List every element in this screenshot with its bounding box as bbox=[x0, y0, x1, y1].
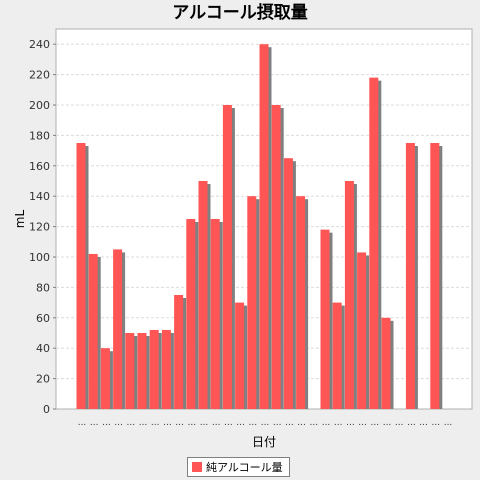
x-tick-label: ... bbox=[407, 418, 416, 428]
y-tick-label: 220 bbox=[29, 69, 50, 82]
bar bbox=[247, 196, 257, 409]
y-tick-label: 180 bbox=[29, 129, 50, 142]
legend: 純アルコール量 bbox=[187, 457, 290, 477]
x-tick-label: ... bbox=[334, 418, 343, 428]
bar bbox=[198, 181, 208, 409]
bar bbox=[332, 302, 342, 409]
x-tick-label: ... bbox=[114, 418, 123, 428]
y-tick-label: 140 bbox=[29, 190, 50, 203]
x-tick-label: ... bbox=[212, 418, 221, 428]
x-tick-label: ... bbox=[310, 418, 319, 428]
legend-swatch bbox=[192, 462, 202, 472]
bar bbox=[113, 249, 123, 409]
x-tick-label: ... bbox=[236, 418, 245, 428]
x-tick-label: ... bbox=[322, 418, 331, 428]
x-tick-label: ... bbox=[383, 418, 392, 428]
x-tick-label: ... bbox=[139, 418, 148, 428]
x-tick-label: ... bbox=[78, 418, 87, 428]
bar bbox=[381, 317, 391, 409]
bar bbox=[88, 253, 98, 409]
x-tick-label: ... bbox=[175, 418, 184, 428]
y-tick-label: 20 bbox=[36, 373, 50, 386]
bar bbox=[161, 329, 171, 409]
bar bbox=[174, 295, 184, 409]
bar bbox=[320, 229, 330, 409]
x-tick-label: ... bbox=[371, 418, 380, 428]
bar bbox=[125, 333, 135, 409]
x-tick-label: ... bbox=[285, 418, 294, 428]
y-tick-label: 120 bbox=[29, 221, 50, 234]
y-tick-label: 160 bbox=[29, 160, 50, 173]
bar bbox=[259, 44, 269, 409]
x-tick-label: ... bbox=[163, 418, 172, 428]
x-tick-label: ... bbox=[151, 418, 160, 428]
chart-title: アルコール摂取量 bbox=[172, 3, 308, 23]
bar bbox=[76, 143, 86, 409]
x-tick-label: ... bbox=[444, 418, 453, 428]
x-tick-label: ... bbox=[273, 418, 282, 428]
x-tick-label: ... bbox=[249, 418, 258, 428]
y-tick-label: 100 bbox=[29, 251, 50, 264]
x-tick-label: ... bbox=[102, 418, 111, 428]
bar bbox=[186, 219, 196, 409]
x-tick-label: ... bbox=[297, 418, 306, 428]
x-tick-label: ... bbox=[419, 418, 428, 428]
x-axis-label: 日付 bbox=[252, 435, 276, 449]
bar bbox=[149, 329, 159, 409]
y-tick-label: 80 bbox=[36, 281, 50, 294]
x-tick-label: ... bbox=[432, 418, 441, 428]
y-tick-label: 0 bbox=[43, 403, 50, 416]
legend-label: 純アルコール量 bbox=[206, 461, 283, 474]
bar bbox=[100, 348, 110, 409]
x-tick-label: ... bbox=[395, 418, 404, 428]
bar bbox=[344, 181, 354, 409]
y-tick-label: 60 bbox=[36, 312, 50, 325]
y-tick-label: 40 bbox=[36, 342, 50, 355]
x-tick-label: ... bbox=[200, 418, 209, 428]
bar bbox=[235, 302, 245, 409]
x-tick-label: ... bbox=[188, 418, 197, 428]
bar bbox=[210, 219, 220, 409]
y-tick-label: 240 bbox=[29, 38, 50, 51]
x-tick-label: ... bbox=[224, 418, 233, 428]
bar bbox=[296, 196, 306, 409]
bar bbox=[430, 143, 440, 409]
bar bbox=[222, 105, 232, 409]
bar bbox=[369, 77, 379, 409]
y-axis-label: mL bbox=[13, 209, 27, 228]
x-tick-label: ... bbox=[346, 418, 355, 428]
x-tick-label: ... bbox=[358, 418, 367, 428]
bar bbox=[283, 158, 293, 409]
x-tick-label: ... bbox=[127, 418, 136, 428]
y-tick-label: 200 bbox=[29, 99, 50, 112]
bar bbox=[357, 252, 367, 409]
bar bbox=[271, 105, 281, 409]
x-tick-label: ... bbox=[261, 418, 270, 428]
x-tick-label: ... bbox=[90, 418, 99, 428]
bar bbox=[137, 333, 147, 409]
bar bbox=[405, 143, 415, 409]
